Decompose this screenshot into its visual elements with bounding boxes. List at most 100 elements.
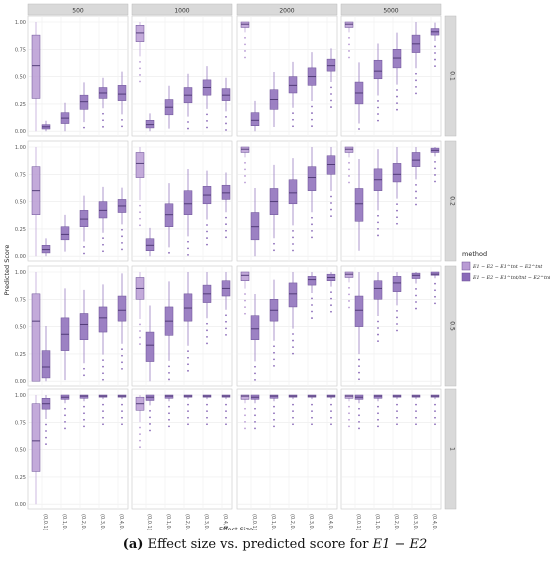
facet-panel bbox=[340, 15, 442, 137]
box-outlier bbox=[292, 403, 294, 406]
box-outlier bbox=[434, 295, 436, 298]
box-outlier bbox=[415, 410, 417, 413]
box-method2 bbox=[164, 203, 174, 227]
box-method2 bbox=[411, 152, 421, 167]
box-method2 bbox=[326, 155, 336, 175]
box-outlier bbox=[358, 371, 360, 374]
box-outlier bbox=[139, 217, 141, 220]
box-outlier bbox=[377, 327, 379, 329]
box-outlier bbox=[64, 414, 66, 417]
box-outlier bbox=[348, 293, 350, 296]
box-outlier bbox=[292, 125, 294, 128]
box-outlier bbox=[206, 224, 208, 226]
box-outlier bbox=[102, 410, 104, 413]
box-outlier bbox=[330, 99, 332, 102]
box-outlier bbox=[139, 224, 141, 227]
box-outlier bbox=[415, 92, 417, 95]
y-tick-label: 0.50 bbox=[15, 448, 26, 454]
box-outlier bbox=[377, 340, 379, 343]
box-outlier bbox=[102, 359, 104, 362]
box-outlier bbox=[415, 294, 417, 297]
box-outlier bbox=[415, 203, 417, 206]
box-outlier bbox=[377, 412, 379, 415]
box-outlier bbox=[377, 425, 379, 428]
box-method2 bbox=[373, 394, 383, 399]
box-outlier bbox=[64, 420, 66, 423]
box-outlier bbox=[244, 407, 246, 410]
box-outlier bbox=[330, 202, 332, 204]
facet-label-col: 1000 bbox=[174, 8, 189, 15]
box-outlier bbox=[139, 446, 141, 449]
box-outlier bbox=[64, 427, 66, 430]
x-tick-label: (0.2,0.3] bbox=[184, 514, 190, 530]
box-outlier bbox=[187, 423, 189, 426]
box-outlier bbox=[225, 229, 227, 232]
box-method1 bbox=[344, 146, 354, 153]
box-outlier bbox=[254, 420, 256, 423]
x-tick-label: (0.3,0.4] bbox=[99, 514, 105, 530]
box-method1 bbox=[240, 394, 250, 400]
box-outlier bbox=[102, 378, 104, 381]
box-outlier bbox=[415, 197, 417, 199]
box-outlier bbox=[225, 314, 227, 317]
box-outlier bbox=[244, 420, 246, 423]
box-outlier bbox=[83, 126, 85, 129]
box-method1 bbox=[31, 293, 41, 382]
facet-panel bbox=[27, 15, 129, 137]
box-outlier bbox=[415, 183, 417, 186]
box-outlier bbox=[311, 236, 313, 239]
box-outlier bbox=[396, 410, 398, 413]
box-outlier bbox=[377, 106, 379, 109]
box-outlier bbox=[102, 365, 104, 368]
box-outlier bbox=[225, 122, 227, 125]
box-outlier bbox=[149, 409, 151, 412]
x-tick-label: (0.1,0.2] bbox=[374, 514, 380, 530]
facet-panel bbox=[236, 140, 338, 262]
box-outlier bbox=[358, 358, 360, 361]
box-outlier bbox=[415, 423, 417, 426]
caption-label: (a) bbox=[122, 537, 144, 552]
box-outlier bbox=[187, 410, 189, 413]
box-outlier bbox=[434, 410, 436, 413]
box-outlier bbox=[434, 403, 436, 406]
box-outlier bbox=[102, 416, 104, 419]
facet-label-row: 0.1 bbox=[449, 71, 456, 81]
box-outlier bbox=[187, 350, 189, 353]
box-outlier bbox=[121, 235, 123, 238]
box-outlier bbox=[121, 423, 123, 426]
box-outlier bbox=[168, 251, 170, 254]
box-method2 bbox=[326, 58, 336, 72]
box-outlier bbox=[254, 414, 256, 417]
box-outlier bbox=[348, 425, 350, 428]
box-outlier bbox=[348, 56, 350, 59]
box-outlier bbox=[396, 203, 398, 206]
facet-panel bbox=[27, 140, 129, 262]
box-outlier bbox=[292, 416, 294, 419]
box-outlier bbox=[139, 211, 141, 214]
box-outlier bbox=[330, 106, 332, 108]
box-outlier bbox=[330, 310, 332, 313]
box-outlier bbox=[396, 403, 398, 406]
box-outlier bbox=[187, 253, 189, 256]
box-outlier bbox=[358, 427, 360, 430]
box-method1 bbox=[135, 152, 145, 178]
box-outlier bbox=[377, 100, 379, 102]
box-outlier bbox=[102, 119, 104, 122]
box-method2 bbox=[183, 293, 193, 322]
box-outlier bbox=[434, 180, 436, 183]
box-method2 bbox=[60, 226, 70, 241]
box-method1 bbox=[344, 394, 354, 399]
box-outlier bbox=[292, 346, 294, 349]
box-outlier bbox=[244, 56, 246, 59]
box-method2 bbox=[221, 88, 231, 101]
box-outlier bbox=[434, 58, 436, 61]
box-outlier bbox=[311, 105, 313, 108]
box-outlier bbox=[139, 67, 141, 70]
box-outlier bbox=[377, 214, 379, 217]
box-outlier bbox=[225, 223, 227, 226]
box-method2 bbox=[392, 49, 402, 69]
box-outlier bbox=[348, 418, 350, 421]
box-outlier bbox=[434, 302, 436, 305]
box-outlier bbox=[83, 425, 85, 428]
legend-label: E1 − E2 − E1^tnt/tnt − E2^tnt/tnt bbox=[472, 274, 550, 281]
